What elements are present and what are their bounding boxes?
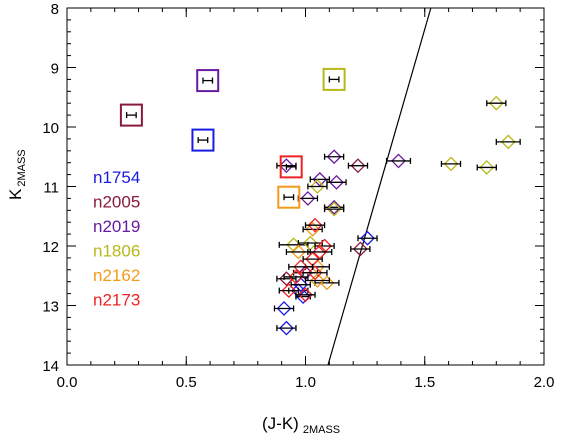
diamond-marker — [298, 287, 313, 303]
cluster-mean-point — [191, 128, 215, 152]
diamond-marker — [276, 301, 292, 316]
diamond-marker — [312, 244, 328, 260]
y-tick-label: 10 — [42, 120, 59, 137]
y-tick-label: 11 — [43, 180, 59, 197]
star-point — [323, 149, 345, 165]
diamond-marker — [391, 153, 406, 169]
diamond-marker — [326, 149, 342, 165]
legend-entry: n2173 — [93, 291, 140, 310]
star-point — [278, 283, 299, 299]
diamond-marker — [326, 201, 342, 217]
diamond-marker — [488, 95, 504, 111]
cluster-mean-point — [196, 69, 220, 93]
star-point — [307, 179, 328, 194]
star-point — [357, 230, 378, 246]
star-point — [476, 160, 497, 175]
diamond-marker — [310, 273, 325, 288]
diamond-marker — [329, 174, 344, 190]
diamond-marker — [360, 230, 375, 246]
diamond-marker — [290, 244, 306, 260]
star-point — [297, 235, 323, 251]
cluster-mean-point — [279, 155, 303, 179]
star-point — [440, 156, 462, 172]
star-point — [302, 251, 323, 267]
x-tick-label: 1.5 — [414, 374, 435, 391]
star-point — [288, 259, 314, 275]
y-tick-label: 9 — [51, 61, 59, 78]
diamond-marker — [310, 179, 325, 194]
y-axis-title: K2MASS — [6, 149, 28, 200]
diamond-marker — [326, 199, 342, 215]
svg-text:K2MASS: K2MASS — [6, 149, 28, 200]
star-point — [495, 134, 521, 150]
legend-entry: n1754 — [93, 168, 140, 187]
x-axis-title: (J-K) 2MASS — [262, 414, 340, 436]
diamond-marker — [307, 265, 323, 281]
axis-ticks — [66, 7, 545, 366]
diamond-marker — [352, 241, 368, 257]
x-tick-label: 1.0 — [295, 374, 316, 391]
y-tick-label: 8 — [51, 1, 59, 18]
axis-tick-labels: 0.0 0.5 1.0 1.5 2.0 8 9 10 11 12 13 14 — [42, 1, 554, 391]
diamond-marker — [307, 217, 323, 233]
star-point — [350, 241, 371, 257]
square-marker — [119, 103, 143, 127]
x-tick-label: 0.0 — [57, 374, 78, 391]
x-tick-label: 2.0 — [534, 374, 555, 391]
legend: n1754 n2005 n2019 n1806 n2162 n2173 — [93, 168, 140, 310]
star-point — [486, 95, 507, 111]
star-point — [307, 244, 333, 260]
diamond-marker — [300, 190, 316, 206]
cluster-mean-point — [277, 185, 301, 209]
star-point — [304, 217, 326, 233]
star-point — [314, 275, 340, 291]
legend-entry: n2005 — [93, 193, 140, 212]
cluster-mean-point — [322, 67, 346, 91]
boundary-line — [327, 7, 432, 366]
legend-entry: n1806 — [93, 242, 140, 261]
diamond-marker — [279, 320, 294, 336]
star-point — [283, 269, 309, 285]
star-point — [297, 190, 319, 206]
square-marker — [196, 69, 220, 93]
legend-entry: n2162 — [93, 266, 140, 285]
diamond-marker — [443, 156, 459, 172]
cluster-mean-point — [119, 103, 143, 127]
star-point — [347, 158, 369, 174]
star-point — [273, 301, 295, 316]
diamond-marker — [500, 134, 516, 150]
star-point — [323, 201, 345, 217]
diamond-marker — [479, 160, 495, 175]
diamond-marker — [281, 283, 297, 299]
diamond-marker — [350, 158, 366, 174]
star-point — [385, 153, 412, 169]
diamond-marker — [293, 259, 309, 275]
cluster-mean-markers — [119, 67, 346, 209]
diamond-marker — [288, 269, 304, 285]
diamond-marker — [279, 158, 294, 174]
square-marker — [322, 67, 346, 91]
star-point — [302, 221, 323, 237]
star-point — [276, 320, 297, 336]
y-tick-label: 12 — [42, 239, 59, 256]
star-point — [295, 287, 316, 303]
square-marker — [277, 185, 301, 209]
x-tick-label: 0.5 — [176, 374, 197, 391]
y-tick-label: 13 — [42, 299, 59, 316]
square-marker — [191, 128, 215, 152]
legend-entry: n2019 — [93, 217, 140, 236]
y-tick-label: 14 — [42, 358, 59, 375]
star-point — [304, 273, 331, 288]
star-markers — [273, 95, 521, 336]
diamond-marker — [305, 221, 321, 237]
square-marker — [279, 155, 303, 179]
